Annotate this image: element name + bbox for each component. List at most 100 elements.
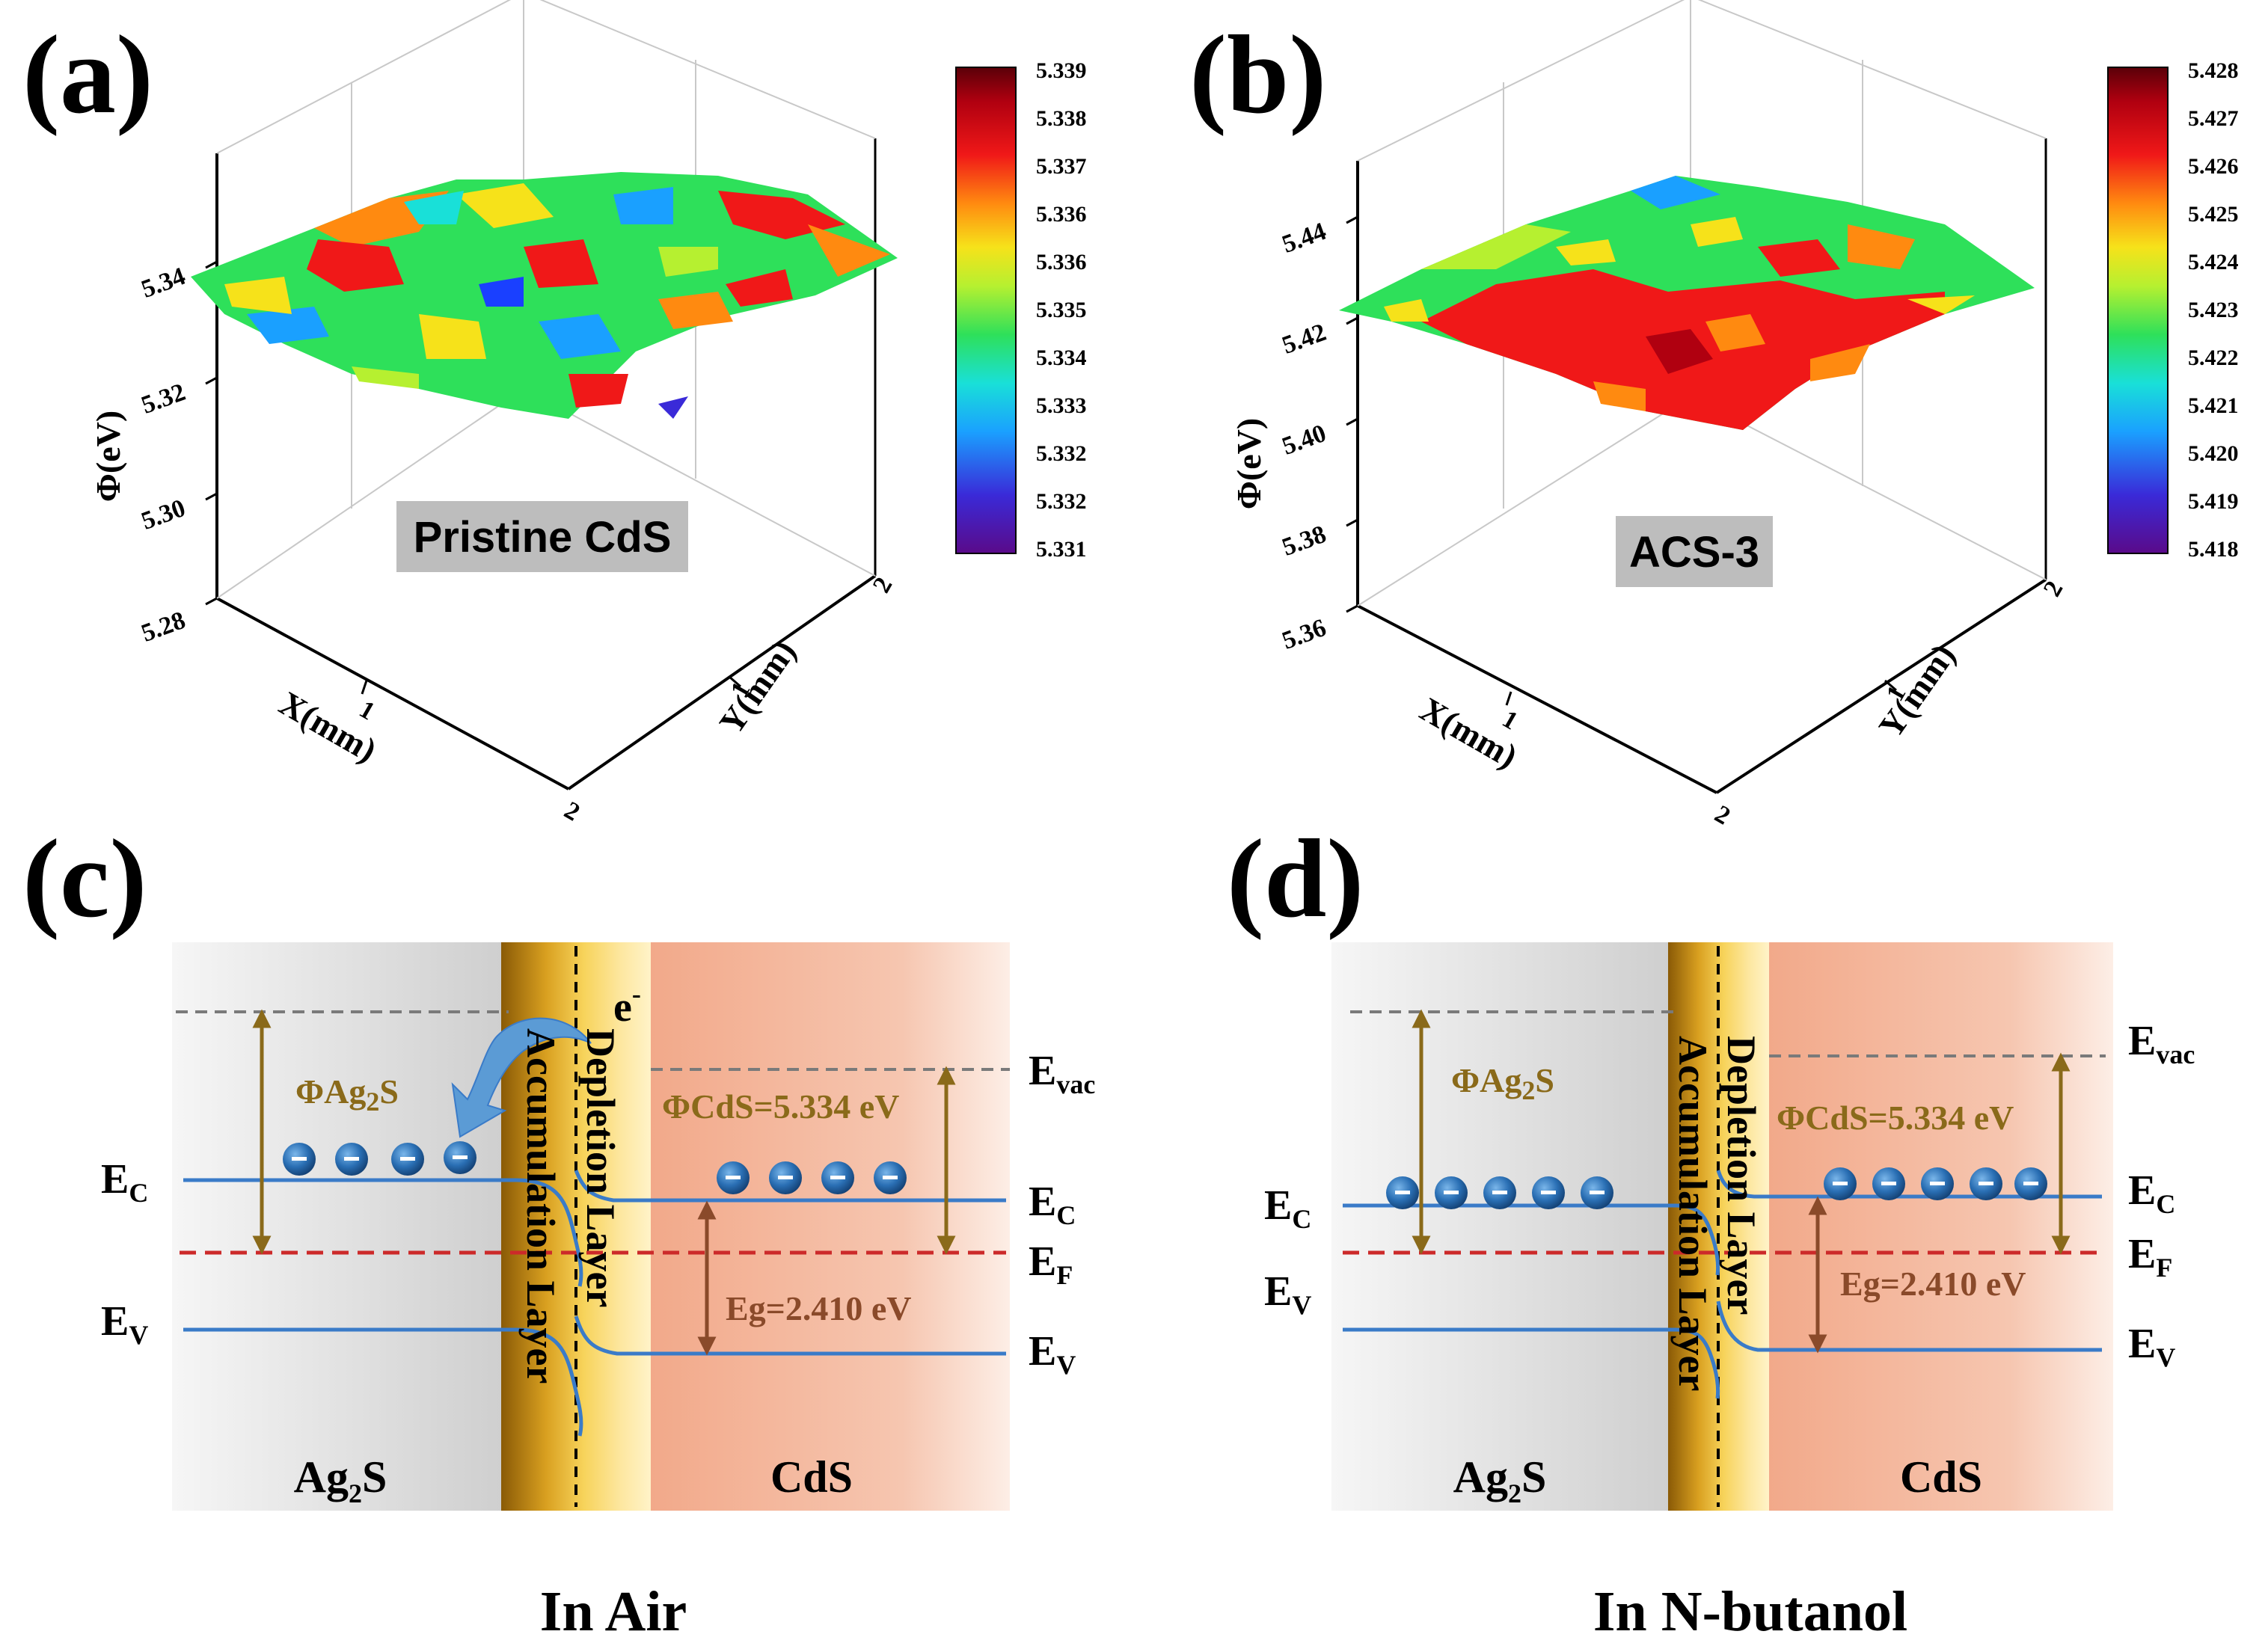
- panel-c-electron-label: e-: [613, 979, 641, 1031]
- panel-d-eg-label: Eg=2.410 eV: [1840, 1265, 2026, 1303]
- panel-b-z-ticks: 5.36 5.38 5.40 5.42 5.44: [1278, 215, 1358, 655]
- panel-b-z-tick: 5.42: [1278, 319, 1330, 360]
- panel-c-phi-cds-label: ΦCdS=5.334 eV: [662, 1087, 899, 1126]
- panel-d-ev-right: [1716, 1301, 2102, 1352]
- panel-d-phi-cds-label: ΦCdS=5.334 eV: [1777, 1099, 2014, 1137]
- panel-d-ag2s-region: [1331, 942, 1668, 1511]
- panel-b-colorbar: [2107, 67, 2169, 554]
- panel-c-depletion-label: Depletion Layer: [578, 1028, 623, 1307]
- panel-b-z-tick: 5.40: [1278, 420, 1330, 461]
- panel-a-surface: [191, 172, 898, 419]
- panel-b-cb-tick: 5.422: [2188, 346, 2239, 370]
- panel-c-ag2s-region: [172, 942, 501, 1511]
- panel-a-label: (a): [22, 13, 153, 137]
- panel-d-label: (d): [1227, 817, 1364, 941]
- panel-d-cds-label: CdS: [1900, 1452, 1982, 1502]
- panel-a-colorbar: [955, 67, 1017, 554]
- panel-b-cb-tick: 5.425: [2188, 202, 2239, 227]
- panel-a-z-tick: 5.32: [138, 378, 189, 420]
- panel-a-cb-tick: 5.331: [1036, 537, 1087, 562]
- panel-a-cb-tick: 5.335: [1036, 298, 1087, 322]
- panel-a-cb-tick: 5.334: [1036, 346, 1087, 370]
- panel-c-ag2s-label: Ag2S: [294, 1452, 387, 1508]
- panel-d-ef-label: EF: [2128, 1231, 2172, 1283]
- panel-b-cb-tick: 5.427: [2188, 106, 2239, 131]
- panel-c-cds-label: CdS: [770, 1452, 853, 1502]
- panel-d-accumulation-label: Accumulation Layer: [1670, 1036, 1715, 1391]
- panel-a-cb-tick: 5.332: [1036, 489, 1087, 514]
- panel-a-y-tick: 2: [868, 573, 898, 598]
- panel-a-y-axis-title: Y(mm): [711, 633, 803, 740]
- panel-a-cb-tick: 5.336: [1036, 202, 1087, 227]
- panel-d-ev-left: [1343, 1327, 1720, 1399]
- panel-b-label: (b): [1189, 13, 1326, 137]
- panel-a-sample-box: [396, 501, 688, 572]
- panel-a-x-tick: 2: [560, 796, 584, 827]
- panel-b-cb-tick: 5.420: [2188, 441, 2239, 466]
- panel-c-ev-right-label: EV: [1029, 1328, 1076, 1380]
- panel-d-depletion-label: Depletion Layer: [1719, 1036, 1764, 1315]
- panel-c-ev-right: [574, 1315, 1006, 1356]
- panel-c-electron-transfer-arrow: [451, 1017, 592, 1138]
- panel-b-cb-tick: 5.424: [2188, 250, 2239, 274]
- panel-b-z-axis-title: Φ(eV): [1230, 418, 1268, 509]
- panel-a-sample-label: Pristine CdS: [414, 513, 672, 562]
- panel-d-ev-left-label: EV: [1264, 1268, 1311, 1320]
- panel-a-3d-box: [215, 138, 877, 790]
- panel-a-x-axis-line: [216, 597, 569, 790]
- panel-c-cds-region: [651, 942, 1010, 1511]
- panel-c-label: (c): [22, 817, 147, 941]
- panel-b-cb-tick: 5.421: [2188, 393, 2239, 418]
- panel-b-colorbar-ticks: 5.428 5.427 5.426 5.425 5.424 5.423 5.42…: [2188, 58, 2239, 562]
- panel-d-caption: In N-butanol: [1593, 1580, 1907, 1643]
- panel-d-ec-left: [1343, 1203, 1720, 1276]
- panel-b-cb-tick: 5.428: [2188, 58, 2239, 83]
- panel-d-ev-right-label: EV: [2128, 1321, 2175, 1372]
- panel-a-x-tick: 1: [355, 696, 379, 726]
- panel-b-cb-tick: 5.418: [2188, 537, 2239, 562]
- panel-b-cb-tick: 5.423: [2188, 298, 2239, 322]
- panel-c-electrons-right: [717, 1161, 907, 1194]
- panel-a-z-axis-title: Φ(eV): [89, 411, 127, 502]
- panel-c-ev-left-label: EV: [101, 1298, 148, 1350]
- panel-a-z-ticks: 5.28 5.30 5.32 5.34: [138, 260, 218, 648]
- panel-b-z-tick: 5.38: [1278, 521, 1330, 562]
- panel-a-cb-tick: 5.339: [1036, 58, 1087, 83]
- panel-d-evac-label: Evac: [2128, 1018, 2195, 1069]
- panel-d-phi-ag2s-label: ΦAg2S: [1451, 1061, 1554, 1105]
- panel-b-z-tick: 5.36: [1278, 614, 1330, 655]
- panel-d-ec-right: [1716, 1170, 2102, 1199]
- panel-c-ec-left: [183, 1178, 583, 1287]
- panel-c-eg-label: Eg=2.410 eV: [726, 1289, 912, 1327]
- panel-b-sample-label: ACS-3: [1629, 528, 1759, 577]
- panel-a-y-axis-line: [567, 574, 877, 790]
- panel-a-z-tick: 5.28: [138, 607, 189, 648]
- panel-c-accumulation-label: Accumulation Layer: [518, 1028, 563, 1384]
- panel-a-cb-tick: 5.338: [1036, 106, 1087, 131]
- panel-a-x-axis-title: X(mm): [273, 684, 383, 769]
- panel-b-surface: [1339, 176, 2035, 430]
- panel-d-ag2s-label: Ag2S: [1453, 1452, 1547, 1508]
- panel-b-sample-box: [1616, 516, 1773, 587]
- panel-a-z-tick: 5.34: [138, 262, 189, 304]
- panel-b-z-tick: 5.44: [1278, 218, 1330, 259]
- panel-c-ec-right: [574, 1170, 1006, 1203]
- panel-b-cb-tick: 5.419: [2188, 489, 2239, 514]
- panel-b-x-tick: 2: [1710, 800, 1735, 831]
- panel-c-ef-label: EF: [1029, 1238, 1073, 1290]
- panel-a-cb-tick: 5.333: [1036, 393, 1087, 418]
- panel-b: (b): [1189, 0, 2239, 830]
- panel-c-phi-ag2s-label: ΦAg2S: [295, 1072, 399, 1117]
- panel-b-y-axis-line: [1715, 578, 2047, 794]
- panel-c-ec-left-label: EC: [101, 1156, 148, 1208]
- panel-d-ec-left-label: EC: [1264, 1182, 1311, 1234]
- panel-b-3d-box: [1356, 138, 2047, 794]
- panel-b-cb-tick: 5.426: [2188, 154, 2239, 179]
- panel-d-electron-signs: [1395, 1182, 2038, 1194]
- panel-c-caption: In Air: [540, 1580, 687, 1643]
- panel-a-cb-tick: 5.336: [1036, 250, 1087, 274]
- panel-a-colorbar-ticks: 5.339 5.338 5.337 5.336 5.336 5.335 5.33…: [1036, 58, 1087, 562]
- panel-c: (c) ΦAg2S ΦCdS=5.334 eV Eg=2.410 eV: [22, 817, 1095, 1643]
- panel-a-cb-tick: 5.332: [1036, 441, 1087, 466]
